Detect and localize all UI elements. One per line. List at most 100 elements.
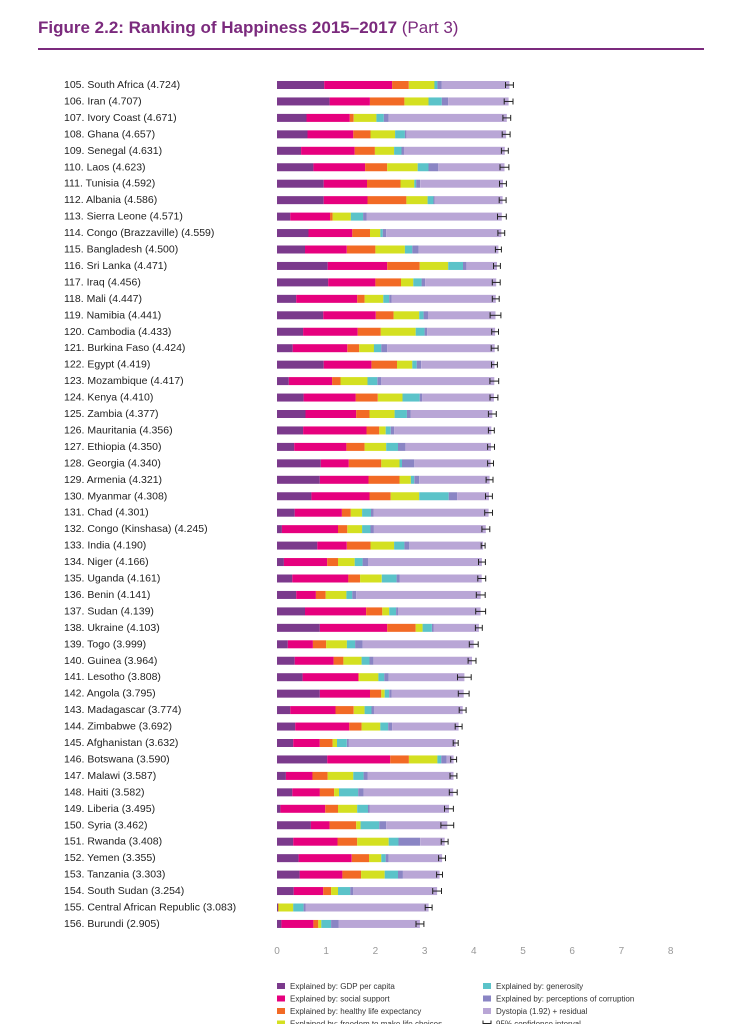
bar-segment-health	[323, 887, 332, 896]
bar-segment-social-support	[319, 689, 370, 698]
legend-label: Dystopia (1.92) + residual	[496, 1007, 588, 1016]
row-label: 108. Ghana (4.657)	[64, 128, 155, 140]
bar-segment-dystopia	[448, 97, 509, 106]
bar-segment-generosity	[362, 525, 371, 534]
bar-segment-generosity	[360, 821, 380, 830]
bar-segment-social-support	[296, 590, 316, 599]
legend-label: Explained by: perceptions of corruption	[496, 995, 634, 1004]
bar-segment-freedom	[370, 130, 396, 139]
bar-segment-gdp	[277, 771, 286, 780]
bar-segment-health	[354, 146, 375, 155]
bar-segment-gdp	[277, 426, 304, 435]
bar-segment-social-support	[323, 311, 376, 320]
row-label: 125. Zambia (4.377)	[64, 408, 159, 420]
x-tick-label: 0	[274, 946, 280, 957]
bar-segment-dystopia	[388, 113, 507, 122]
bar-segment-health	[333, 656, 344, 665]
row-label: 107. Ivory Coast (4.671)	[64, 112, 177, 124]
bar-segment-dystopia	[410, 410, 493, 418]
bar-segment-dystopia	[362, 640, 474, 649]
chart-title: Figure 2.2: Ranking of Happiness 2015–20…	[38, 18, 458, 38]
bar-segment-generosity	[361, 656, 370, 665]
bar-segment-generosity	[364, 706, 372, 715]
x-tick-label: 2	[373, 946, 379, 957]
legend-swatch	[483, 995, 491, 1002]
chart-title-main: Figure 2.2: Ranking of Happiness 2015–20…	[38, 18, 398, 37]
bar-segment-generosity	[427, 196, 434, 205]
bar-segment-health	[342, 870, 362, 879]
bar-segment-corruption	[416, 360, 422, 369]
bar-segment-social-support	[294, 656, 334, 665]
bar-segment-dystopia	[388, 854, 443, 863]
bar-segment-corruption	[350, 887, 354, 896]
bar-segment-gdp	[277, 656, 295, 665]
bar-segment-gdp	[277, 590, 297, 599]
bar-segment-gdp	[277, 854, 299, 863]
bar-segment-health	[348, 459, 382, 468]
bar-segment-gdp	[277, 722, 296, 731]
legend-swatch	[277, 995, 285, 1002]
bar-segment-corruption	[416, 179, 421, 188]
row-label: 127. Ethiopia (4.350)	[64, 441, 161, 453]
bar-segment-freedom	[399, 475, 411, 484]
row-label: 106. Iran (4.707)	[64, 95, 142, 107]
bar-segment-freedom	[364, 294, 384, 303]
bar-segment-generosity	[417, 163, 429, 172]
bar-segment-generosity	[384, 689, 390, 698]
bar-segment-freedom	[380, 327, 416, 336]
bar-segment-corruption	[368, 804, 370, 813]
bar-segment-health	[356, 410, 370, 418]
bar-segment-corruption	[383, 113, 389, 122]
bar-segment-generosity	[373, 344, 382, 353]
bar-segment-freedom	[415, 623, 423, 632]
legend-swatch	[277, 983, 285, 989]
bar-segment-freedom	[408, 81, 435, 89]
bar-segment-corruption	[355, 640, 363, 649]
bar-segment-dystopia	[373, 525, 486, 534]
bar-segment-freedom	[347, 525, 363, 534]
bar-segment-health	[347, 344, 360, 353]
bar-segment-social-support	[329, 97, 370, 106]
bar-segment-health	[370, 689, 382, 698]
bar-segment-health	[346, 442, 365, 451]
legend-swatch	[483, 1008, 491, 1014]
x-tick-label: 8	[668, 946, 674, 957]
bar-segment-generosity	[415, 327, 425, 336]
bar-segment-dystopia	[403, 146, 505, 155]
bar-segment-corruption	[370, 525, 374, 534]
bar-segment-freedom	[343, 656, 362, 665]
bar-segment-gdp	[277, 163, 314, 172]
bar-segment-freedom	[387, 163, 418, 172]
bar-segment-gdp	[277, 870, 300, 879]
bar-segment-gdp	[277, 130, 308, 139]
bar-segment-gdp	[277, 196, 324, 205]
bar-segment-corruption	[389, 689, 392, 698]
bar-segment-generosity	[422, 623, 432, 632]
bar-segment-generosity	[419, 492, 449, 501]
bar-segment-corruption	[404, 541, 410, 550]
bar-segment-dystopia	[392, 722, 459, 731]
bar-segment-health	[371, 360, 398, 369]
bar-segment-freedom	[404, 97, 429, 106]
bar-segment-social-support	[303, 327, 358, 336]
row-label: 147. Malawi (3.587)	[64, 770, 156, 782]
legend-swatch	[277, 1008, 285, 1014]
bar-segment-social-support	[310, 821, 330, 830]
bar-segment-freedom	[353, 113, 377, 122]
bar-segment-gdp	[277, 640, 288, 649]
bar-segment-social-support	[327, 755, 391, 764]
bar-segment-dystopia	[427, 327, 496, 336]
bar-segment-dystopia	[394, 426, 492, 435]
bar-segment-health	[349, 722, 362, 731]
legend-swatch	[277, 1020, 285, 1024]
bar-segment-health	[312, 771, 328, 780]
row-label: 137. Sudan (4.139)	[64, 605, 154, 617]
bar-segment-social-support	[287, 640, 313, 649]
bar-segment-generosity	[386, 442, 398, 451]
bar-segment-freedom	[370, 229, 381, 238]
bar-segment-freedom	[369, 410, 395, 418]
row-label: 124. Kenya (4.410)	[64, 392, 153, 404]
bar-segment-dystopia	[434, 196, 503, 205]
bar-segment-dystopia	[348, 739, 456, 747]
row-label: 122. Egypt (4.419)	[64, 359, 150, 371]
